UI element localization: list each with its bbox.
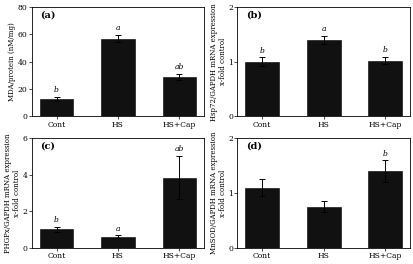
Bar [367, 171, 401, 248]
Bar [40, 99, 73, 116]
Text: a: a [320, 25, 325, 33]
Text: ab: ab [174, 63, 184, 71]
Bar [162, 77, 196, 116]
Bar [162, 178, 196, 248]
Text: b: b [54, 86, 59, 94]
Text: b: b [382, 150, 387, 158]
Text: (b): (b) [245, 11, 261, 20]
Bar [367, 61, 401, 116]
Y-axis label: PHGPx/GAPDH mRNA expression
x-fold control: PHGPx/GAPDH mRNA expression x-fold contr… [4, 133, 21, 253]
Bar [244, 62, 278, 116]
Bar [101, 237, 135, 248]
Bar [244, 188, 278, 248]
Bar [306, 207, 340, 248]
Y-axis label: MDA/protein (nM/mg): MDA/protein (nM/mg) [9, 22, 17, 101]
Text: b: b [259, 47, 264, 55]
Text: (d): (d) [245, 142, 261, 151]
Y-axis label: MnSOD/GAPDH mRNA expression
x-fold control: MnSOD/GAPDH mRNA expression x-fold contr… [209, 132, 226, 254]
Text: b: b [382, 46, 387, 54]
Text: (c): (c) [40, 142, 55, 151]
Bar [306, 40, 340, 116]
Bar [40, 229, 73, 248]
Y-axis label: Hsp72/GAPDH mRNA expression
x-fold control: Hsp72/GAPDH mRNA expression x-fold contr… [209, 3, 226, 121]
Text: (a): (a) [40, 11, 56, 20]
Bar [101, 39, 135, 116]
Text: ab: ab [174, 145, 184, 153]
Text: a: a [116, 225, 120, 233]
Text: b: b [54, 216, 59, 224]
Text: a: a [116, 24, 120, 32]
